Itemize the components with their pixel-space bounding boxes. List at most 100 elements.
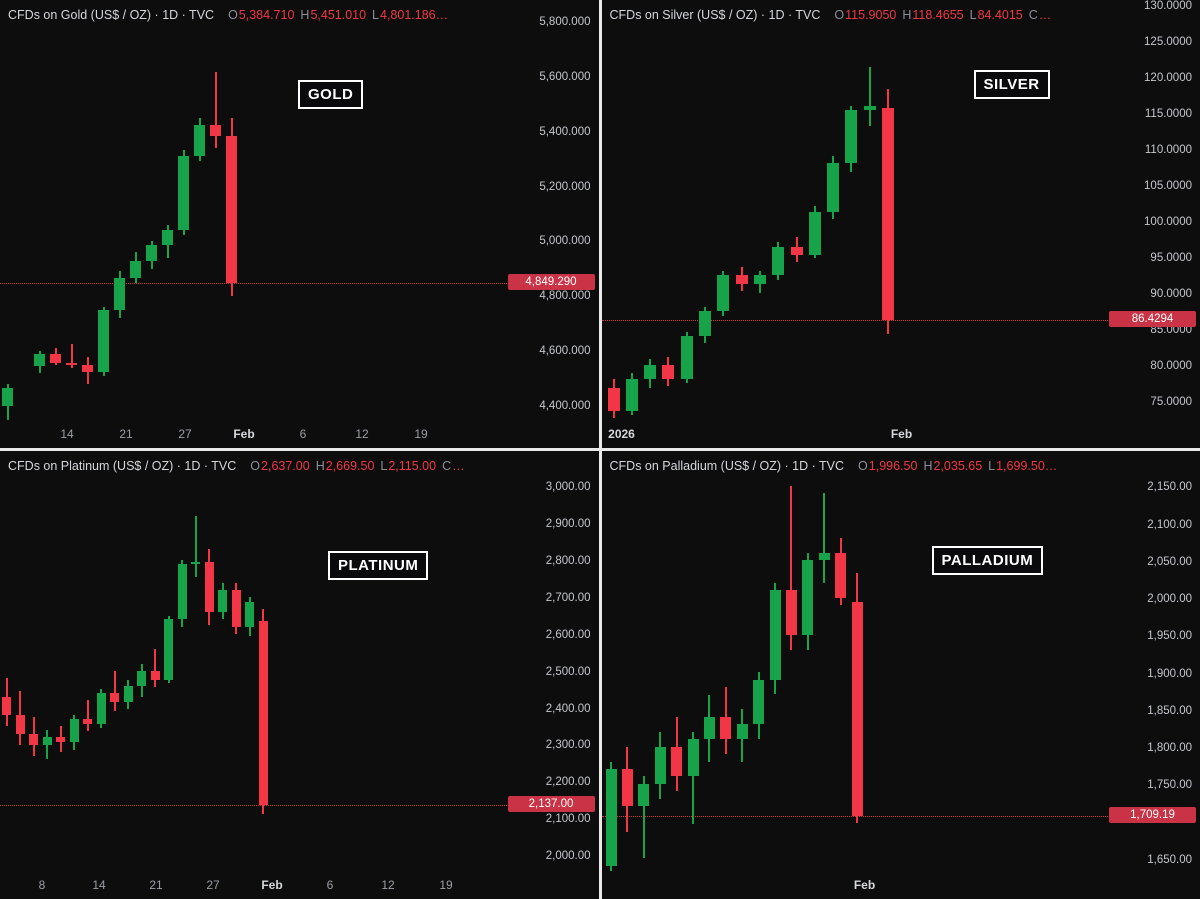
price-tick-label: 2,900.00 <box>545 518 591 531</box>
symbol-title[interactable]: CFDs on Gold (US$ / OZ) · 1D · TVC <box>8 8 215 22</box>
price-tick-label: 85.0000 <box>1150 324 1192 337</box>
candle-body <box>110 693 119 702</box>
price-tick-label: 2,000.00 <box>545 849 591 862</box>
candle-body <box>15 715 25 734</box>
ohlc-key: H <box>300 8 310 22</box>
symbol-title[interactable]: CFDs on Silver (US$ / OZ) · 1D · TVC <box>609 8 821 22</box>
candle-body <box>808 212 821 256</box>
price-tick-label: 100.0000 <box>1144 216 1192 229</box>
candle-body <box>644 364 657 379</box>
time-tick-label: Feb <box>233 427 255 441</box>
ohlc-value: … <box>452 459 465 473</box>
symbol-title[interactable]: CFDs on Palladium (US$ / OZ) · 1D · TVC <box>609 459 845 473</box>
symbol-title[interactable]: CFDs on Platinum (US$ / OZ) · 1D · TVC <box>8 459 237 473</box>
price-tick-label: 2,700.00 <box>545 592 591 604</box>
candle-body <box>69 718 79 743</box>
gold-price-axis[interactable]: 5,800.000 5,600.000 5,400.000 5,200.000 5,00… <box>506 0 599 420</box>
candle-wick <box>790 486 793 650</box>
silver-price-axis[interactable]: 130.0000 125.0000 120.0000 115.0000 110.0000… <box>1108 0 1200 420</box>
time-tick-label: 2026 <box>608 427 635 441</box>
price-tick-label: 4,600.000 <box>539 344 591 357</box>
price-tick-label: 2,100.00 <box>545 813 591 826</box>
price-tick-label: 2,150.00 <box>1147 481 1192 494</box>
gold-time-axis[interactable]: 14 21 27 Feb 6 12 19 <box>0 420 507 448</box>
price-tick-label: 4,800.000 <box>539 290 591 303</box>
price-tick-label: 1,950.00 <box>1147 630 1192 643</box>
last-price-badge: 86.4294 <box>1109 310 1196 327</box>
ohlc-value: … <box>1038 8 1052 22</box>
candle-body <box>123 685 133 702</box>
candle-body <box>146 245 157 262</box>
price-tick-label: 95.0000 <box>1150 252 1192 265</box>
candle-body <box>258 621 268 806</box>
price-tick-label: 1,850.00 <box>1147 704 1192 717</box>
ohlc-value: 1,699.50… <box>996 459 1058 473</box>
last-price-line <box>601 319 1108 321</box>
silver-time-axis[interactable]: 2026 Feb <box>601 420 1108 448</box>
last-price-line <box>0 805 507 807</box>
time-tick-label: 12 <box>355 427 369 441</box>
price-tick-label: 3,000.00 <box>545 481 591 494</box>
time-tick-label: 12 <box>381 878 395 892</box>
candle-body <box>218 589 227 612</box>
last-price-badge: 2,137.00 <box>507 796 595 813</box>
candle-body <box>769 590 781 680</box>
time-tick-label: Feb <box>853 878 876 892</box>
ohlc-value: 2,669.50 <box>325 459 375 473</box>
candle-body <box>150 670 160 680</box>
candle-wick <box>86 700 89 732</box>
ohlc-key: O <box>250 459 261 473</box>
gold-chart-panel: GOLD 5,800.000 5,600.000 5,400.000 5,200.00… <box>0 0 599 448</box>
price-tick-label: 4,400.000 <box>539 399 591 412</box>
candle-body <box>680 335 693 379</box>
price-tick-label: 130.0000 <box>1144 0 1192 13</box>
platinum-time-axis[interactable]: 8 14 21 27 Feb 6 12 19 <box>0 871 507 899</box>
time-tick-label: Feb <box>890 427 913 441</box>
ohlc-value: 2,035.65 <box>933 459 983 473</box>
candle-body <box>835 553 847 598</box>
candle-body <box>703 716 715 740</box>
candle-body <box>178 155 189 230</box>
candle-body <box>638 783 650 807</box>
silver-plot-area[interactable]: SILVER <box>601 0 1108 420</box>
candle-body <box>735 275 748 285</box>
price-tick-label: 115.0000 <box>1144 108 1192 121</box>
candle-body <box>226 135 237 283</box>
candle-body <box>177 564 187 620</box>
ohlc-key: C <box>442 459 452 473</box>
candle-body <box>818 553 830 561</box>
ohlc-key: O <box>228 8 238 22</box>
time-tick-label: 6 <box>299 427 307 441</box>
candle-body <box>687 739 699 777</box>
palladium-plot-area[interactable]: PALLADIUM <box>601 451 1108 871</box>
candle-body <box>882 107 894 320</box>
palladium-price-axis[interactable]: 2,150.00 2,100.00 2,050.00 2,000.00 1,950.00… <box>1108 451 1200 871</box>
candle-body <box>204 561 214 612</box>
time-tick-label: 8 <box>38 878 46 892</box>
ohlc-value: 84.4015 <box>977 8 1023 22</box>
time-tick-label: 14 <box>60 427 74 441</box>
ohlc-value: 2,637.00 <box>261 459 310 473</box>
platinum-plot-area[interactable]: PLATINUM <box>0 451 507 871</box>
ohlc-value: 4,801.186… <box>380 8 449 22</box>
candle-body <box>785 590 797 635</box>
ohlc-value: 115.9050 <box>845 8 897 22</box>
platinum-price-axis[interactable]: 3,000.00 2,900.00 2,800.00 2,700.00 2,600.00… <box>506 451 599 871</box>
candle-body <box>720 716 732 740</box>
candle-body <box>245 602 254 627</box>
price-tick-label: 120.0000 <box>1144 72 1192 85</box>
ohlc-key: O <box>858 459 868 473</box>
price-tick-label: 2,400.00 <box>545 702 591 715</box>
candle-body <box>621 768 633 807</box>
candle-body <box>50 354 61 363</box>
platinum-chart-panel: PLATINUM 3,000.00 2,900.00 2,800.00 2,700.0… <box>0 451 599 899</box>
candle-body <box>625 379 638 411</box>
candle-body <box>98 310 109 373</box>
gold-plot-area[interactable]: GOLD <box>0 0 507 420</box>
ohlc-key: L <box>988 459 996 473</box>
candle-body <box>114 277 125 311</box>
price-tick-label: 5,600.000 <box>539 70 591 83</box>
candle-body <box>130 261 141 278</box>
palladium-time-axis[interactable]: Feb <box>601 871 1108 899</box>
